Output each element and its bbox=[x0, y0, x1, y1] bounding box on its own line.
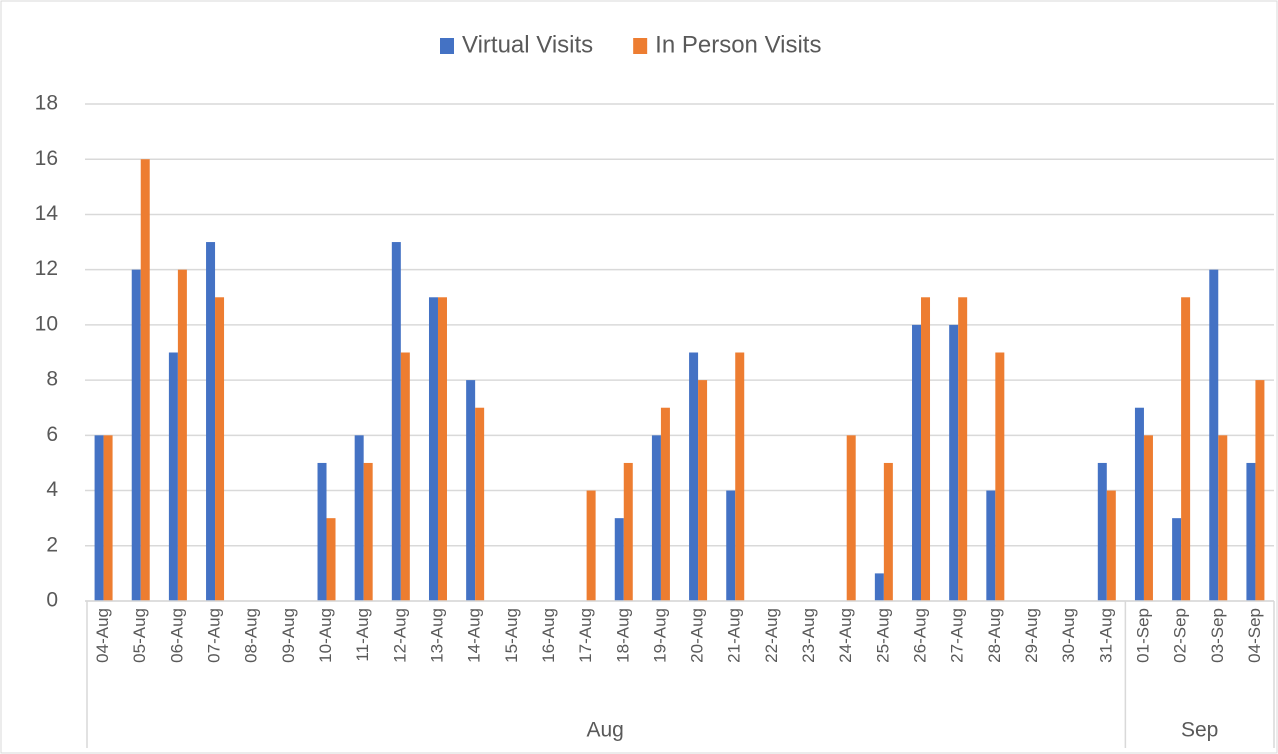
x-tick-label: 06-Aug bbox=[167, 608, 186, 663]
bar bbox=[735, 352, 745, 601]
x-tick-label: 24-Aug bbox=[836, 608, 855, 663]
y-tick-label: 6 bbox=[46, 423, 58, 446]
bar bbox=[215, 297, 225, 601]
bar bbox=[586, 490, 596, 601]
bar bbox=[206, 242, 216, 602]
bar bbox=[698, 380, 708, 601]
bar bbox=[317, 462, 327, 601]
bar bbox=[623, 462, 633, 601]
bar bbox=[94, 435, 104, 601]
legend-label: In Person Visits bbox=[655, 31, 821, 58]
x-tick-label: 04-Aug bbox=[93, 608, 112, 663]
bar bbox=[475, 407, 485, 601]
bar bbox=[391, 242, 401, 602]
x-tick-label: 03-Sep bbox=[1208, 608, 1227, 663]
bar bbox=[1097, 462, 1107, 601]
bar bbox=[912, 324, 922, 601]
x-tick-label: 10-Aug bbox=[316, 608, 335, 663]
x-tick-label: 11-Aug bbox=[353, 608, 372, 662]
bar bbox=[1143, 435, 1153, 601]
x-tick-label: 13-Aug bbox=[427, 608, 446, 663]
x-tick-label: 05-Aug bbox=[130, 608, 149, 663]
bar bbox=[140, 159, 150, 601]
x-tick-label: 07-Aug bbox=[205, 608, 224, 663]
bar bbox=[1106, 490, 1116, 601]
bar bbox=[1172, 518, 1182, 601]
x-tick-label: 01-Sep bbox=[1133, 608, 1152, 663]
x-tick-label: 25-Aug bbox=[873, 608, 892, 663]
bar bbox=[1255, 380, 1265, 601]
y-tick-label: 0 bbox=[46, 589, 58, 612]
bar bbox=[921, 297, 931, 601]
x-tick-label: 26-Aug bbox=[911, 608, 930, 663]
x-tick-label: 08-Aug bbox=[242, 608, 261, 663]
bar bbox=[466, 380, 476, 601]
bar bbox=[986, 490, 996, 601]
bar bbox=[1209, 269, 1219, 601]
x-tick-label: 04-Sep bbox=[1245, 608, 1264, 663]
bar bbox=[326, 518, 336, 601]
y-tick-label: 14 bbox=[35, 202, 59, 225]
bar bbox=[131, 269, 141, 601]
bar bbox=[437, 297, 447, 601]
bar bbox=[168, 352, 178, 601]
x-tick-label: 19-Aug bbox=[650, 608, 669, 663]
y-tick-label: 18 bbox=[35, 92, 58, 115]
x-tick-label: 18-Aug bbox=[613, 608, 632, 663]
x-tick-label: 02-Sep bbox=[1171, 608, 1190, 663]
bar bbox=[363, 462, 373, 601]
group-label: Sep bbox=[1181, 719, 1218, 742]
x-tick-label: 31-Aug bbox=[1096, 608, 1115, 663]
bar bbox=[1218, 435, 1228, 601]
x-tick-label: 30-Aug bbox=[1059, 608, 1078, 663]
x-tick-label: 22-Aug bbox=[762, 608, 781, 663]
x-tick-label: 27-Aug bbox=[948, 608, 967, 663]
bar bbox=[995, 352, 1005, 601]
x-tick-label: 21-Aug bbox=[725, 608, 744, 663]
x-tick-label: 15-Aug bbox=[502, 608, 521, 663]
bar bbox=[726, 490, 736, 601]
x-tick-label: 28-Aug bbox=[985, 608, 1004, 663]
bar bbox=[949, 324, 959, 601]
bar bbox=[689, 352, 699, 601]
x-tick-label: 17-Aug bbox=[576, 608, 595, 663]
x-tick-label: 16-Aug bbox=[539, 608, 558, 663]
y-tick-label: 8 bbox=[46, 368, 58, 391]
x-tick-label: 12-Aug bbox=[390, 608, 409, 663]
bar bbox=[958, 297, 968, 601]
bar bbox=[883, 462, 893, 601]
y-tick-label: 16 bbox=[35, 147, 58, 170]
x-tick-label: 20-Aug bbox=[688, 608, 707, 663]
bar bbox=[651, 435, 661, 601]
bar bbox=[846, 435, 856, 601]
x-tick-label: 29-Aug bbox=[1022, 608, 1041, 663]
y-tick-label: 2 bbox=[46, 533, 58, 556]
y-tick-label: 4 bbox=[46, 478, 58, 501]
x-tick-label: 23-Aug bbox=[799, 608, 818, 663]
bar bbox=[177, 269, 187, 601]
bar bbox=[428, 297, 438, 601]
bar bbox=[1134, 407, 1144, 601]
x-tick-label: 09-Aug bbox=[279, 608, 298, 663]
bar bbox=[660, 407, 670, 601]
bar bbox=[874, 573, 884, 601]
legend-swatch bbox=[633, 38, 648, 54]
bar bbox=[614, 518, 624, 601]
y-tick-label: 10 bbox=[35, 312, 58, 335]
legend-label: Virtual Visits bbox=[462, 31, 593, 58]
bar bbox=[1246, 462, 1256, 601]
bar bbox=[1181, 297, 1191, 601]
x-tick-label: 14-Aug bbox=[465, 608, 484, 663]
bar bbox=[103, 435, 113, 601]
bar bbox=[354, 435, 364, 601]
legend-swatch bbox=[440, 38, 454, 54]
group-label: Aug bbox=[587, 719, 624, 742]
y-tick-label: 12 bbox=[35, 257, 58, 280]
bar bbox=[400, 352, 410, 601]
